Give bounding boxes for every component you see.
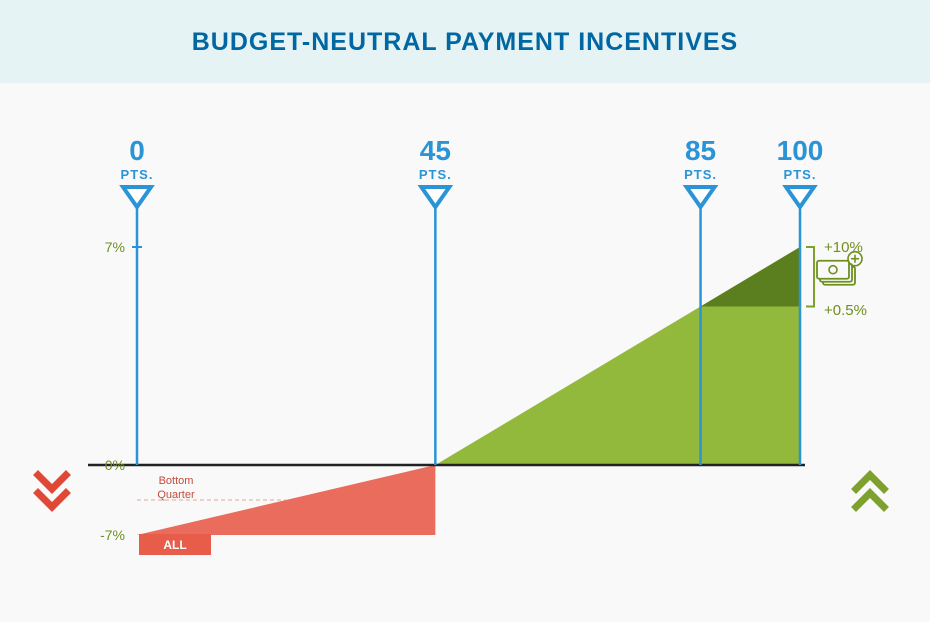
marker-pts-unit: PTS.	[419, 167, 452, 182]
marker-triangle-icon	[786, 187, 814, 207]
marker-pts-unit: PTS.	[684, 167, 717, 182]
y-label: 0%	[105, 457, 125, 473]
title-bar: BUDGET-NEUTRAL PAYMENT INCENTIVES	[0, 0, 930, 83]
marker-label: 45 PTS.	[419, 137, 452, 182]
money-plus-icon	[817, 252, 862, 285]
marker-pts-num: 85	[684, 137, 717, 165]
chevron-up-icon	[856, 475, 884, 489]
chart-area: 0 PTS.45 PTS.85 PTS.100 PTS.7%0%-7%Botto…	[0, 95, 930, 622]
gain-low-pct: +0.5%	[824, 302, 867, 319]
all-label: ALL	[139, 534, 211, 555]
chevron-up-icon	[856, 493, 884, 507]
gain-area-dark	[701, 247, 800, 306]
y-label: 7%	[105, 239, 125, 255]
gain-top-pct: +10%	[824, 239, 863, 256]
marker-pts-num: 100	[777, 137, 824, 165]
chevron-down-icon	[38, 493, 66, 507]
gain-bracket	[806, 247, 814, 306]
marker-triangle-icon	[421, 187, 449, 207]
y-label: -7%	[100, 527, 125, 543]
marker-label: 0 PTS.	[121, 137, 154, 182]
marker-triangle-icon	[123, 187, 151, 207]
marker-label: 85 PTS.	[684, 137, 717, 182]
marker-pts-unit: PTS.	[777, 167, 824, 182]
page: BUDGET-NEUTRAL PAYMENT INCENTIVES 0 PTS.…	[0, 0, 930, 622]
marker-pts-num: 0	[121, 137, 154, 165]
chevron-down-icon	[38, 475, 66, 489]
marker-label: 100 PTS.	[777, 137, 824, 182]
marker-triangle-icon	[687, 187, 715, 207]
marker-pts-num: 45	[419, 137, 452, 165]
page-title: BUDGET-NEUTRAL PAYMENT INCENTIVES	[0, 28, 930, 57]
bottom-quarter-label: BottomQuarter	[151, 475, 201, 503]
marker-pts-unit: PTS.	[121, 167, 154, 182]
